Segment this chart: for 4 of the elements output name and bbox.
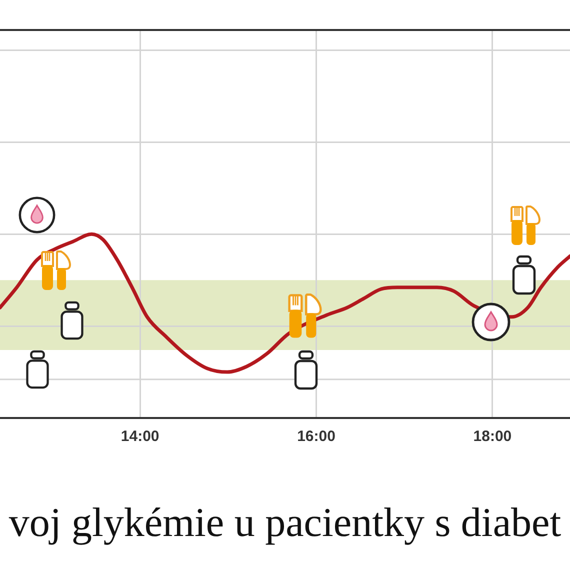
x-tick-label: 18:00 [473,428,512,446]
x-tick-label: 16:00 [297,428,336,446]
text: voj glykémie u pacientky s diabet [8,499,562,545]
x-tick-label: 14:00 [120,428,160,446]
